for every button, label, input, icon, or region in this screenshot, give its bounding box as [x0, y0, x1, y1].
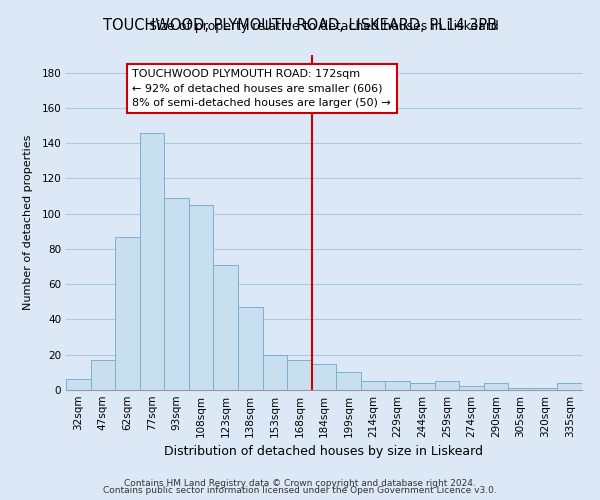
Text: Contains public sector information licensed under the Open Government Licence v3: Contains public sector information licen…: [103, 486, 497, 495]
Bar: [385, 381, 410, 390]
Bar: [434, 381, 459, 390]
Bar: [140, 132, 164, 390]
Bar: [361, 381, 385, 390]
X-axis label: Distribution of detached houses by size in Liskeard: Distribution of detached houses by size …: [164, 446, 484, 458]
Title: Size of property relative to detached houses in Liskeard: Size of property relative to detached ho…: [149, 20, 499, 33]
Bar: [557, 383, 582, 390]
Bar: [91, 360, 115, 390]
Bar: [263, 354, 287, 390]
Text: TOUCHWOOD, PLYMOUTH ROAD, LISKEARD, PL14 3PB: TOUCHWOOD, PLYMOUTH ROAD, LISKEARD, PL14…: [103, 18, 497, 32]
Text: Contains HM Land Registry data © Crown copyright and database right 2024.: Contains HM Land Registry data © Crown c…: [124, 478, 476, 488]
Bar: [164, 198, 189, 390]
Y-axis label: Number of detached properties: Number of detached properties: [23, 135, 33, 310]
Text: TOUCHWOOD PLYMOUTH ROAD: 172sqm
← 92% of detached houses are smaller (606)
8% of: TOUCHWOOD PLYMOUTH ROAD: 172sqm ← 92% of…: [133, 69, 391, 108]
Bar: [533, 388, 557, 390]
Bar: [66, 380, 91, 390]
Bar: [312, 364, 336, 390]
Bar: [484, 383, 508, 390]
Bar: [410, 383, 434, 390]
Bar: [336, 372, 361, 390]
Bar: [508, 388, 533, 390]
Bar: [238, 307, 263, 390]
Bar: [115, 236, 140, 390]
Bar: [287, 360, 312, 390]
Bar: [189, 205, 214, 390]
Bar: [459, 386, 484, 390]
Bar: [214, 265, 238, 390]
